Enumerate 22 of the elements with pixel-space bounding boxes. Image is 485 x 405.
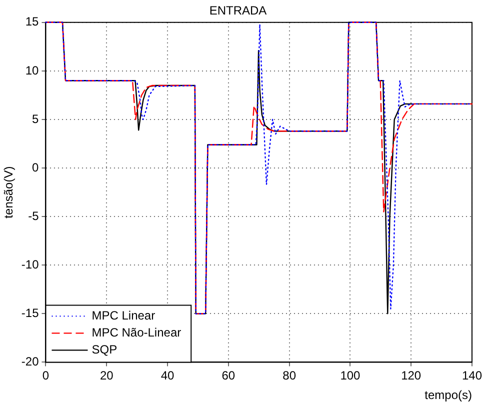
y-tick-label: 5 [32,112,40,126]
y-tick-label: 0 [32,160,40,174]
y-tick-label: -10 [21,257,40,272]
y-tick-label: 10 [25,63,40,78]
x-axis-title: tempo(s) [424,388,472,402]
x-tick-label: 100 [340,368,361,383]
y-tick-label: -20 [21,354,40,369]
y-axis-title: tensão(V) [2,166,16,218]
x-tick-label: 0 [42,368,50,383]
legend-label: MPC Não-Linear [92,326,182,340]
x-tick-label: 80 [282,368,296,383]
y-tick-label: 15 [25,14,40,29]
chart-title: ENTRADA [209,4,267,18]
x-tick-label: 140 [462,368,482,383]
x-tick-label: 120 [401,368,422,383]
x-tick-label: 40 [160,368,175,383]
y-tick-label: -15 [21,306,40,320]
x-tick-label: 20 [100,368,114,383]
x-tick-label: 60 [222,368,236,383]
y-tick-label: -5 [28,208,40,223]
legend-label: SQP [92,342,118,357]
legend-label: MPC Linear [92,308,156,323]
